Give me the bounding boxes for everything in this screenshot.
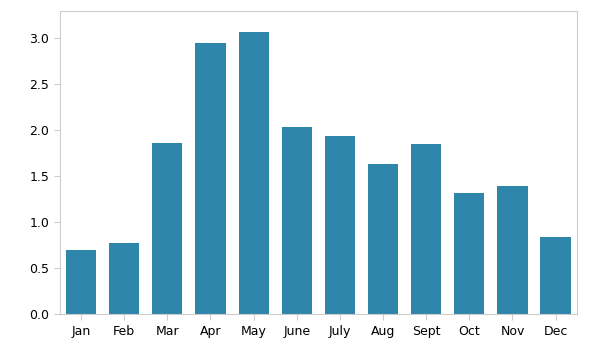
Bar [109, 243, 139, 314]
Bar [195, 43, 226, 314]
Bar [454, 193, 484, 314]
Bar [540, 237, 571, 314]
Bar [411, 144, 441, 314]
Bar [497, 186, 528, 314]
Bar [325, 136, 355, 314]
Bar [239, 32, 269, 314]
Bar [152, 143, 183, 314]
Bar [66, 250, 96, 314]
Bar [368, 164, 398, 314]
Bar [281, 127, 312, 314]
